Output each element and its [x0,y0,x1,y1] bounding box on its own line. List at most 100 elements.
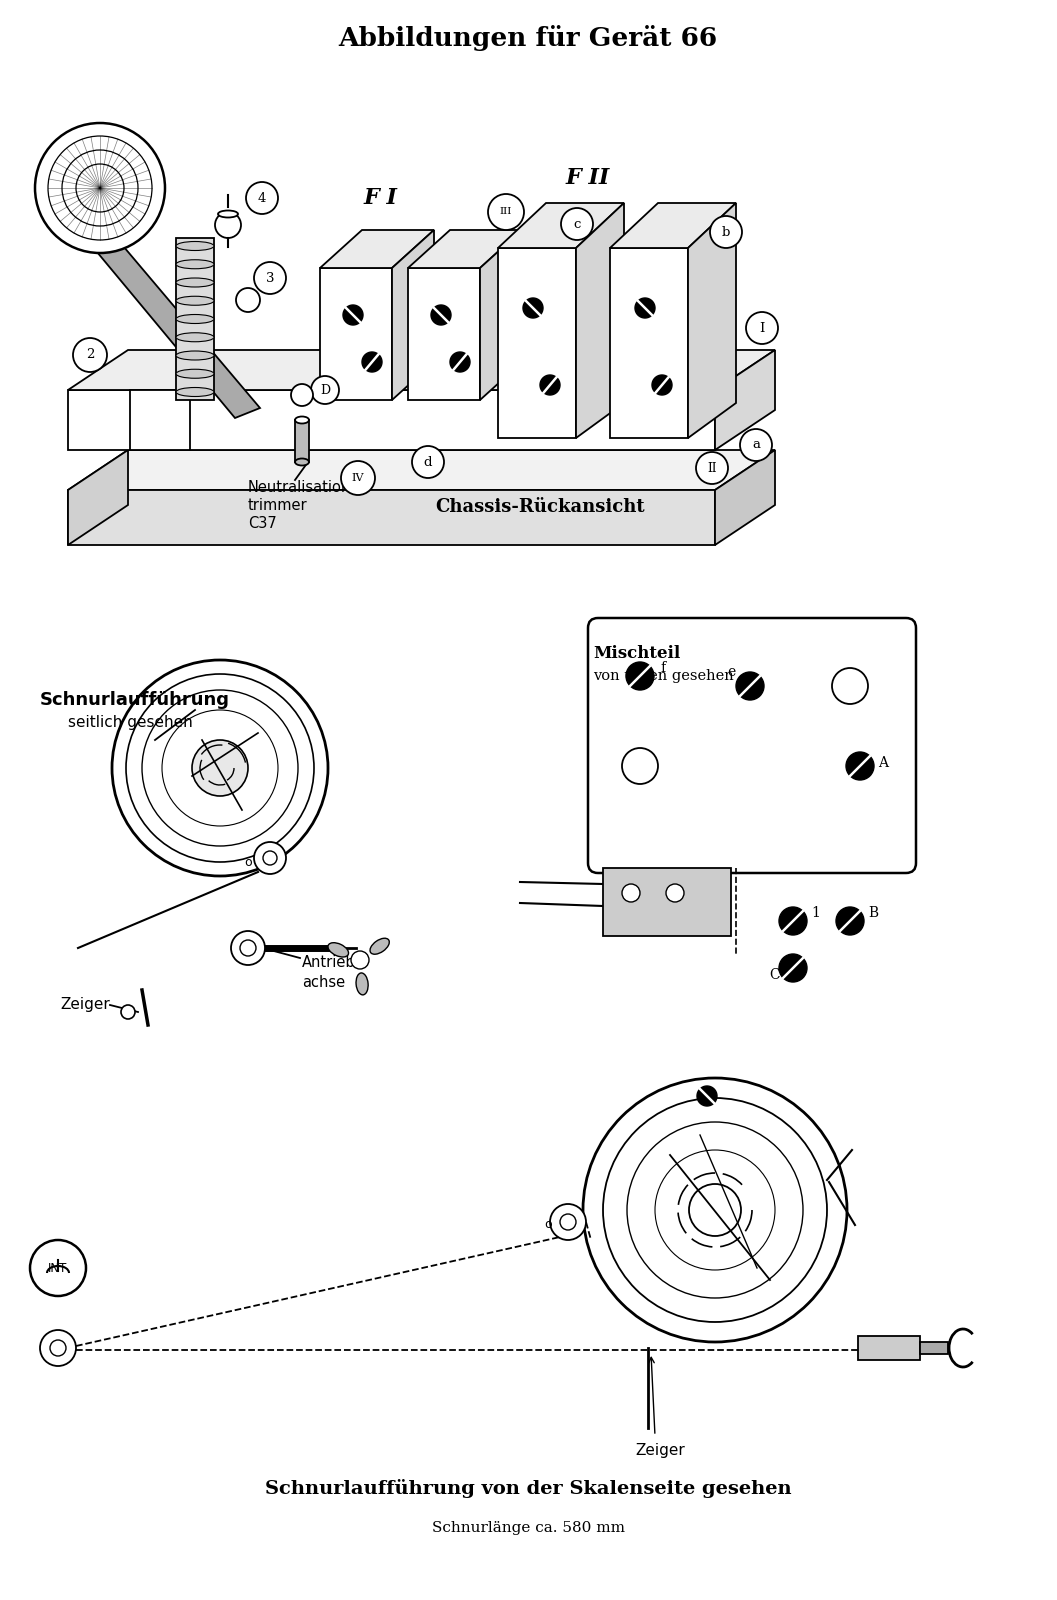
Polygon shape [68,350,775,390]
Polygon shape [177,238,214,400]
Text: 1: 1 [811,906,820,920]
Polygon shape [610,203,736,248]
Text: c: c [573,218,580,230]
Circle shape [622,749,659,784]
Text: o: o [244,856,252,869]
Circle shape [602,1098,827,1322]
Polygon shape [498,203,624,248]
Circle shape [836,907,864,934]
Polygon shape [392,230,434,400]
Circle shape [779,907,806,934]
Ellipse shape [177,296,214,306]
Text: Chassis-Rückansicht: Chassis-Rückansicht [435,498,645,515]
Circle shape [254,262,286,294]
Circle shape [627,1122,803,1298]
Circle shape [746,312,778,344]
Circle shape [341,461,375,494]
Text: F I: F I [363,187,397,210]
Circle shape [450,352,470,371]
Circle shape [523,298,543,318]
Ellipse shape [177,333,214,342]
Circle shape [560,1214,576,1230]
Polygon shape [68,390,715,450]
Circle shape [192,739,248,795]
Circle shape [35,123,165,253]
Text: Abbildungen für Gerät 66: Abbildungen für Gerät 66 [338,26,718,51]
Polygon shape [408,267,480,400]
Circle shape [846,752,874,781]
Circle shape [344,306,363,325]
Polygon shape [295,419,309,462]
Circle shape [626,662,654,690]
Text: Zeiger: Zeiger [635,1443,685,1458]
Circle shape [62,150,138,226]
Text: a: a [752,438,760,451]
Text: trimmer: trimmer [248,498,308,514]
Text: 2: 2 [86,349,94,362]
Polygon shape [602,867,731,936]
Polygon shape [498,248,576,438]
Polygon shape [920,1342,948,1354]
Circle shape [162,710,278,826]
Text: Schnurlaufführung von der Skalenseite gesehen: Schnurlaufführung von der Skalenseite ge… [264,1478,792,1498]
Text: B: B [868,906,878,920]
Text: Antriebs-: Antriebs- [302,955,369,970]
Circle shape [311,376,339,403]
Circle shape [779,954,806,982]
Circle shape [697,1086,717,1106]
Polygon shape [92,240,260,418]
Circle shape [73,338,107,371]
Polygon shape [130,390,190,450]
Circle shape [361,352,382,371]
Text: C: C [769,968,780,982]
Ellipse shape [218,211,238,218]
Circle shape [351,950,369,970]
Circle shape [236,288,260,312]
Polygon shape [408,230,522,267]
Circle shape [246,182,278,214]
Circle shape [76,165,124,211]
Ellipse shape [177,242,214,251]
Circle shape [48,136,152,240]
Circle shape [231,931,265,965]
Polygon shape [68,490,715,546]
Circle shape [622,883,639,902]
Circle shape [240,939,256,955]
Text: 3: 3 [265,272,274,285]
Ellipse shape [177,387,214,397]
Polygon shape [610,248,688,438]
Circle shape [126,674,314,862]
Text: Mischteil: Mischteil [593,645,681,661]
Text: C37: C37 [248,515,277,531]
Text: Zeiger: Zeiger [60,997,110,1013]
Polygon shape [320,267,392,400]
Text: I: I [759,322,764,334]
Circle shape [412,446,444,478]
Circle shape [488,194,524,230]
Ellipse shape [177,350,214,360]
Text: Schnurlänge ca. 580 mm: Schnurlänge ca. 580 mm [431,1522,625,1534]
Circle shape [550,1203,586,1240]
Text: A: A [878,757,888,770]
Ellipse shape [356,973,368,995]
Circle shape [635,298,655,318]
Polygon shape [576,203,624,438]
Circle shape [431,306,451,325]
Polygon shape [715,450,775,546]
Ellipse shape [295,459,309,466]
Circle shape [832,669,868,704]
Text: von unten gesehen: von unten gesehen [593,669,734,683]
Circle shape [666,883,684,902]
Text: Schnurlaufführung: Schnurlaufführung [40,691,230,709]
Text: f: f [660,661,665,675]
Text: b: b [722,226,730,238]
Circle shape [50,1341,66,1357]
Circle shape [540,374,560,395]
Circle shape [120,1005,135,1019]
Circle shape [263,851,277,866]
Text: II: II [707,461,717,475]
Text: e: e [728,666,736,678]
Circle shape [112,659,328,877]
Circle shape [254,842,286,874]
Text: achse: achse [302,974,346,990]
